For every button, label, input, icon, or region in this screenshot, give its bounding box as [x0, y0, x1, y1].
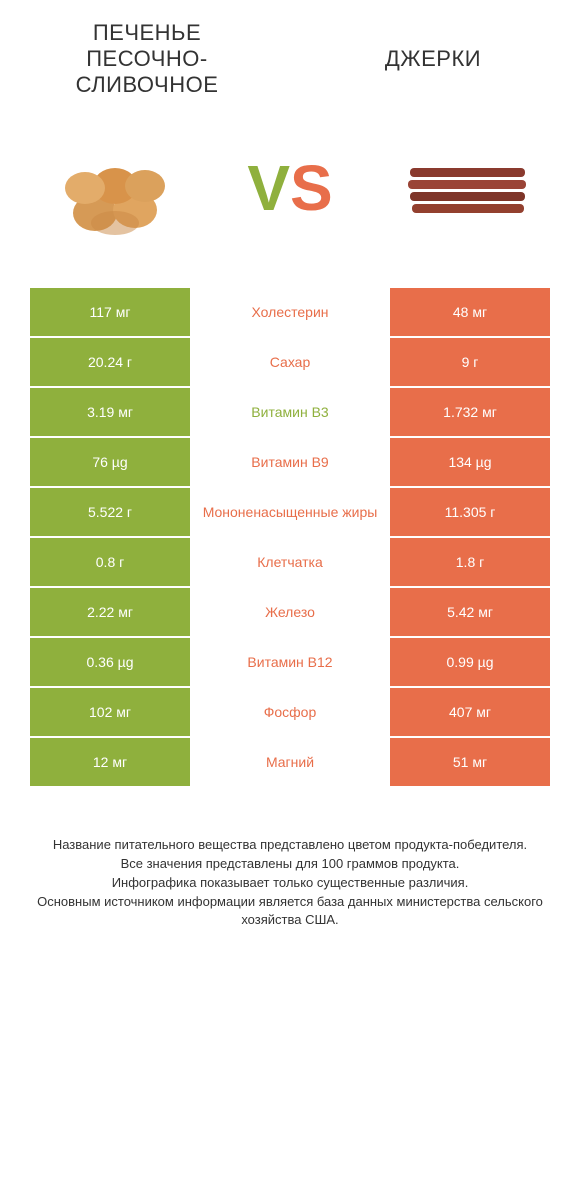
value-left: 102 мг [30, 688, 190, 736]
product-right-title: ДЖЕРКИ [316, 46, 550, 72]
value-right: 9 г [390, 338, 550, 386]
table-row: 102 мгФосфор407 мг [30, 688, 550, 736]
nutrient-label: Витамин B3 [190, 388, 390, 436]
table-row: 76 µgВитамин B9134 µg [30, 438, 550, 486]
value-left: 12 мг [30, 738, 190, 786]
comparison-table: 117 мгХолестерин48 мг20.24 гСахар9 г3.19… [30, 288, 550, 786]
table-row: 5.522 гМононенасыщенные жиры11.305 г [30, 488, 550, 536]
value-left: 5.522 г [30, 488, 190, 536]
footnote-line: Инфографика показывает только существенн… [30, 874, 550, 893]
nutrient-label: Железо [190, 588, 390, 636]
nutrient-label: Фосфор [190, 688, 390, 736]
product-right-image [390, 128, 540, 248]
value-left: 0.8 г [30, 538, 190, 586]
table-row: 0.8 гКлетчатка1.8 г [30, 538, 550, 586]
value-left: 0.36 µg [30, 638, 190, 686]
table-row: 0.36 µgВитамин B120.99 µg [30, 638, 550, 686]
nutrient-label: Клетчатка [190, 538, 390, 586]
value-left: 117 мг [30, 288, 190, 336]
table-row: 2.22 мгЖелезо5.42 мг [30, 588, 550, 636]
footnote: Название питательного вещества представл… [30, 836, 550, 930]
value-right: 1.8 г [390, 538, 550, 586]
value-left: 3.19 мг [30, 388, 190, 436]
nutrient-label: Мононенасыщенные жиры [190, 488, 390, 536]
vs-label: VS [247, 151, 332, 225]
value-left: 76 µg [30, 438, 190, 486]
table-row: 117 мгХолестерин48 мг [30, 288, 550, 336]
table-row: 20.24 гСахар9 г [30, 338, 550, 386]
nutrient-label: Витамин B12 [190, 638, 390, 686]
nutrient-label: Магний [190, 738, 390, 786]
value-right: 48 мг [390, 288, 550, 336]
nutrient-label: Холестерин [190, 288, 390, 336]
value-right: 134 µg [390, 438, 550, 486]
value-right: 407 мг [390, 688, 550, 736]
hero-row: VS [30, 128, 550, 248]
nutrient-label: Сахар [190, 338, 390, 386]
value-left: 2.22 мг [30, 588, 190, 636]
product-left-image [40, 128, 190, 248]
table-row: 3.19 мгВитамин B31.732 мг [30, 388, 550, 436]
vs-v: V [247, 151, 290, 225]
footnote-line: Название питательного вещества представл… [30, 836, 550, 855]
table-row: 12 мгМагний51 мг [30, 738, 550, 786]
infographic-page: ПЕЧЕНЬЕ ПЕСОЧНО-СЛИВОЧНОЕ ДЖЕРКИ VS [0, 0, 580, 960]
footnote-line: Все значения представлены для 100 граммо… [30, 855, 550, 874]
value-left: 20.24 г [30, 338, 190, 386]
value-right: 5.42 мг [390, 588, 550, 636]
value-right: 11.305 г [390, 488, 550, 536]
footnote-line: Основным источником информации является … [30, 893, 550, 931]
value-right: 51 мг [390, 738, 550, 786]
vs-s: S [290, 151, 333, 225]
value-right: 1.732 мг [390, 388, 550, 436]
value-right: 0.99 µg [390, 638, 550, 686]
nutrient-label: Витамин B9 [190, 438, 390, 486]
header: ПЕЧЕНЬЕ ПЕСОЧНО-СЛИВОЧНОЕ ДЖЕРКИ [30, 20, 550, 98]
product-left-title: ПЕЧЕНЬЕ ПЕСОЧНО-СЛИВОЧНОЕ [30, 20, 264, 98]
